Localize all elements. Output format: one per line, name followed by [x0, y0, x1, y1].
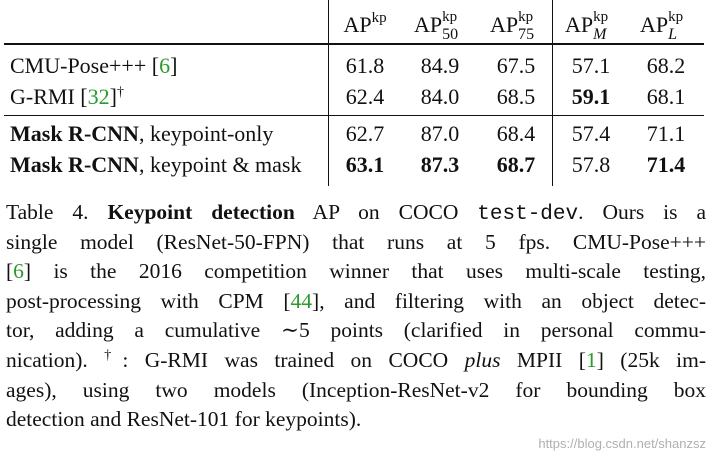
col-header-apl: AP kp L [639, 9, 684, 43]
table-cell: 84.9 [420, 53, 460, 78]
caption-line-1: Table 4. Keypoint detection AP on COCO t… [6, 200, 707, 226]
caption-line-5: tor, adding a cumulative ∼5 points (clar… [6, 318, 706, 343]
col-header-apm: AP kp M [564, 9, 609, 43]
table-cell: 68.2 [646, 53, 686, 78]
row-method-cmu-pose: CMU-Pose+++ [6] [10, 53, 178, 78]
table-cell: 68.5 [496, 84, 536, 109]
table-divider-left [328, 0, 330, 186]
table-caption: Table 4. Keypoint detection AP on COCO t… [6, 198, 706, 435]
table-cell: 87.0 [420, 121, 460, 146]
watermark: https://blog.csdn.net/shanzsz [538, 436, 706, 451]
caption-line-7: ages), using two models (Inception-ResNe… [6, 377, 706, 402]
table-rule-header [4, 43, 704, 45]
caption-line-3: [6] is the 2016 competition winner that … [6, 259, 706, 284]
table-cell: 62.4 [345, 84, 385, 109]
caption-line-8: detection and ResNet-101 for keypoints). [6, 407, 362, 432]
table-cell: 71.1 [646, 121, 686, 146]
table-cell: 68.7 [496, 152, 536, 177]
table-cell: 57.4 [571, 121, 611, 146]
col-header-ap50: AP kp 50 [413, 9, 459, 43]
table-cell: 84.0 [420, 84, 460, 109]
caption-line-2: single model (ResNet-50-FPN) that runs a… [6, 229, 706, 254]
table-cell: 87.3 [420, 152, 460, 177]
table-cell: 57.1 [571, 53, 611, 78]
table-cell: 62.7 [345, 121, 385, 146]
col-header-ap75: AP kp 75 [489, 9, 535, 43]
row-method-mask-rcnn-kp: Mask R-CNN, keypoint-only [10, 121, 274, 146]
table-divider-right [552, 0, 554, 186]
caption-line-4: post-processing with CPM [44], and filte… [6, 288, 706, 313]
table-cell: 67.5 [496, 53, 536, 78]
table-cell: 68.1 [646, 84, 686, 109]
table-cell: 59.1 [571, 84, 611, 109]
table-cell: 71.4 [646, 152, 686, 177]
row-method-mask-rcnn-kp-mask: Mask R-CNN, keypoint & mask [10, 152, 302, 177]
table-cell: 68.4 [496, 121, 536, 146]
table-cell: 63.1 [345, 152, 385, 177]
table-cell: 61.8 [345, 53, 385, 78]
keypoint-results-table: APkp AP kp 50 AP kp 75 AP kp M AP kp L CMU-Pose+… [0, 0, 714, 186]
table-cell: 57.8 [571, 152, 611, 177]
table-rule-mid [4, 115, 704, 117]
col-header-ap: APkp [343, 10, 387, 37]
row-method-g-rmi: G-RMI [32]† [10, 84, 124, 109]
caption-line-6: nication). †: G-RMI was trained on COCO … [6, 347, 707, 372]
